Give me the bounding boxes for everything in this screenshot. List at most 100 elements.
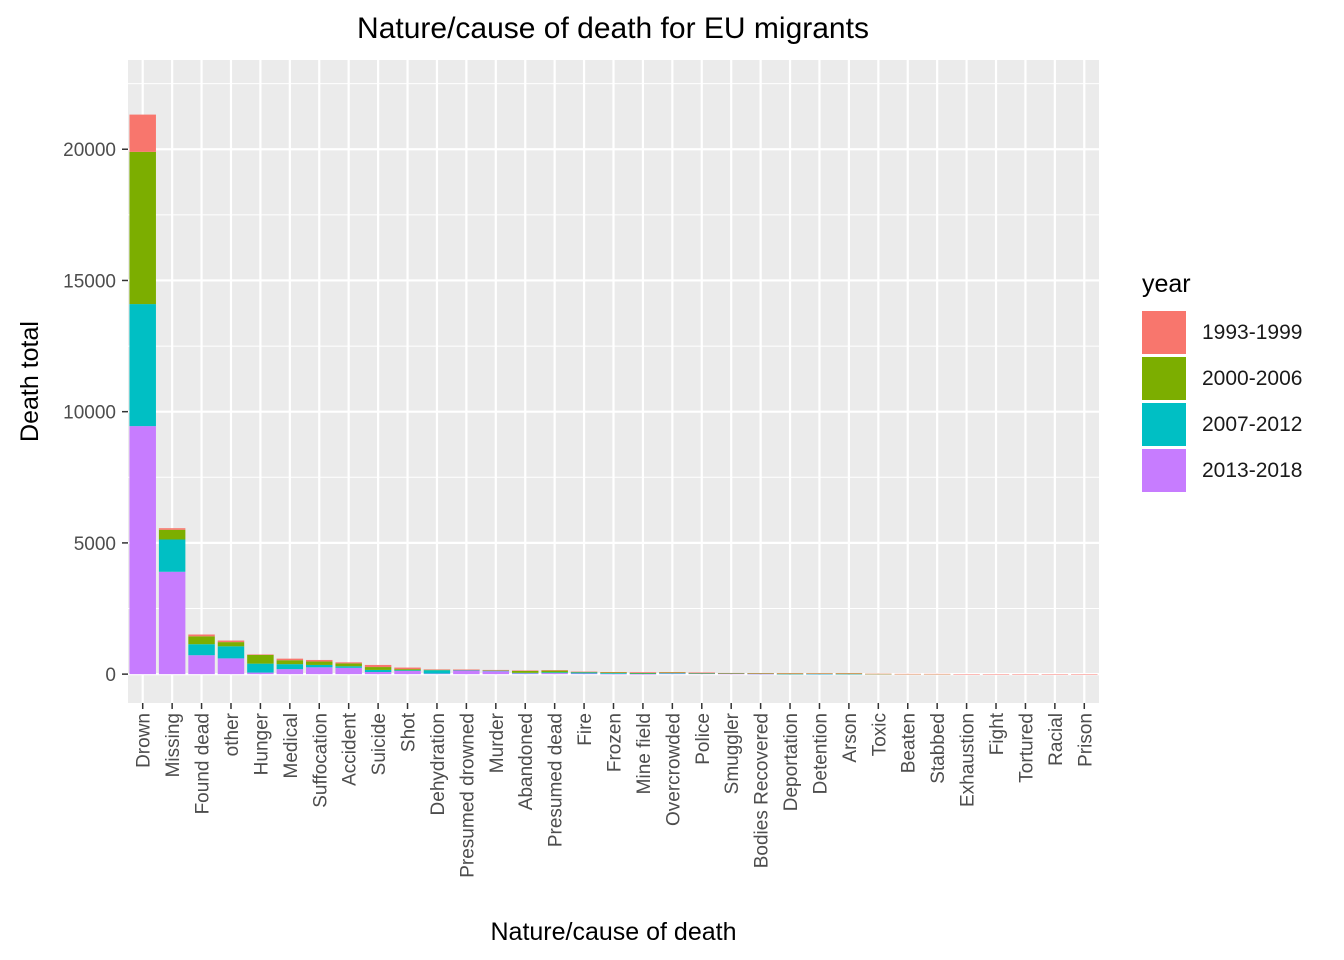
bar-segment bbox=[923, 673, 951, 675]
bar-segment bbox=[306, 667, 333, 675]
bar-segment bbox=[247, 663, 274, 673]
x-tick-label: Detention bbox=[810, 713, 831, 794]
x-tick-label: Murder bbox=[487, 712, 508, 773]
x-tick-label: Overcrowded bbox=[663, 713, 684, 826]
legend-title: year bbox=[1142, 270, 1191, 298]
bar-segment bbox=[276, 658, 304, 661]
x-tick-label: Accident bbox=[340, 712, 361, 786]
x-tick-label: Suffocation bbox=[310, 713, 331, 808]
bar-segment bbox=[541, 673, 568, 675]
bar-segment bbox=[659, 673, 686, 674]
legend-item-2013-2018: 2013-2018 bbox=[1142, 449, 1302, 495]
bar-segment bbox=[247, 672, 274, 675]
bar-segment bbox=[629, 672, 657, 673]
bar-segment bbox=[335, 662, 362, 664]
bar-segment bbox=[335, 666, 362, 668]
bar-segment bbox=[688, 673, 716, 675]
legend-label: 2013-2018 bbox=[1202, 459, 1303, 482]
bar-segment bbox=[570, 673, 598, 675]
bar-segment bbox=[453, 670, 480, 675]
bar-segment bbox=[717, 673, 745, 674]
bar-segment bbox=[158, 529, 186, 540]
bar-segment bbox=[688, 672, 716, 673]
x-tick-label: Tortured bbox=[1016, 713, 1037, 783]
bar-segment bbox=[217, 640, 245, 643]
bar-segment bbox=[600, 673, 627, 675]
bar-segment bbox=[247, 654, 274, 655]
bar-segment bbox=[747, 673, 774, 675]
bar-segment bbox=[158, 571, 186, 675]
bar-segment bbox=[1071, 673, 1098, 675]
bar-segment bbox=[188, 644, 215, 656]
bar-segment bbox=[129, 151, 156, 305]
bar-segment bbox=[188, 655, 215, 675]
x-tick-label: other bbox=[222, 712, 243, 756]
legend-item-2000-2006: 2000-2006 bbox=[1142, 357, 1302, 403]
x-tick-label: Fire bbox=[575, 713, 596, 746]
bar-segment bbox=[541, 670, 568, 671]
bar-segment bbox=[717, 673, 745, 674]
bar-segment bbox=[570, 672, 598, 674]
x-tick-label: Dehydration bbox=[428, 713, 449, 815]
bar-segment bbox=[276, 669, 304, 675]
y-tick-label: 10000 bbox=[63, 403, 116, 424]
bar-segment bbox=[717, 673, 745, 675]
x-tick-label: Deportation bbox=[781, 713, 802, 811]
legend-swatch bbox=[1142, 403, 1186, 446]
bar-segment bbox=[806, 673, 833, 675]
bar-segment bbox=[688, 672, 716, 674]
chart-title: Nature/cause of death for EU migrants bbox=[357, 12, 869, 45]
bar-segment bbox=[1041, 673, 1069, 675]
bar-segment bbox=[453, 669, 480, 671]
bar-segment bbox=[717, 672, 745, 674]
x-tick-label: Prison bbox=[1075, 713, 1096, 767]
bar-segment bbox=[364, 669, 392, 673]
bar-segment bbox=[659, 672, 686, 673]
x-tick-label: Arson bbox=[840, 713, 861, 763]
bar-segment bbox=[335, 667, 362, 675]
legend-item-1993-1999: 1993-1999 bbox=[1142, 311, 1302, 357]
bar-segment bbox=[570, 671, 598, 673]
x-tick-label: Beaten bbox=[899, 713, 920, 773]
bar-segment bbox=[600, 673, 627, 674]
bar-segment bbox=[629, 673, 657, 674]
x-tick-label: Frozen bbox=[605, 713, 626, 772]
bar-segment bbox=[188, 634, 215, 637]
bar-segment bbox=[482, 670, 510, 672]
y-tick-label: 0 bbox=[105, 665, 116, 686]
bar-segment bbox=[894, 673, 921, 675]
bar-segment bbox=[188, 636, 215, 645]
x-tick-label: Police bbox=[693, 713, 714, 765]
bar-segment bbox=[688, 673, 716, 674]
legend-label: 2000-2006 bbox=[1202, 367, 1303, 390]
bar-segment bbox=[747, 673, 774, 674]
x-axis-title: Nature/cause of death bbox=[491, 918, 737, 946]
bar-segment bbox=[423, 670, 451, 674]
bar-segment bbox=[364, 672, 392, 675]
bar-segment bbox=[600, 672, 627, 674]
bar-segment bbox=[158, 528, 186, 530]
bar-segment bbox=[423, 669, 451, 671]
bar-segment bbox=[659, 673, 686, 675]
bar-segment bbox=[835, 673, 863, 675]
x-tick-label: Medical bbox=[281, 713, 302, 778]
bar-segment bbox=[511, 670, 539, 671]
x-tick-label: Bodies Recovered bbox=[752, 713, 773, 868]
bar-segment bbox=[423, 673, 451, 675]
legend-item-2007-2012: 2007-2012 bbox=[1142, 403, 1302, 449]
bar-segment bbox=[747, 673, 774, 674]
y-tick-label: 15000 bbox=[63, 271, 116, 292]
bar-segment bbox=[600, 672, 627, 673]
bar-segment bbox=[776, 673, 804, 675]
bar-segment bbox=[482, 669, 510, 671]
bar-segment bbox=[865, 673, 892, 675]
legend-swatch bbox=[1142, 311, 1186, 354]
x-tick-label: Exhaustion bbox=[958, 713, 979, 807]
bar-segment bbox=[776, 673, 804, 675]
bar-segment bbox=[394, 670, 421, 671]
x-tick-label: Shot bbox=[399, 712, 420, 752]
x-tick-label: Fight bbox=[987, 712, 1008, 755]
bar-segment bbox=[453, 669, 480, 671]
x-tick-label: Toxic bbox=[869, 713, 890, 756]
legend-swatch bbox=[1142, 449, 1186, 492]
